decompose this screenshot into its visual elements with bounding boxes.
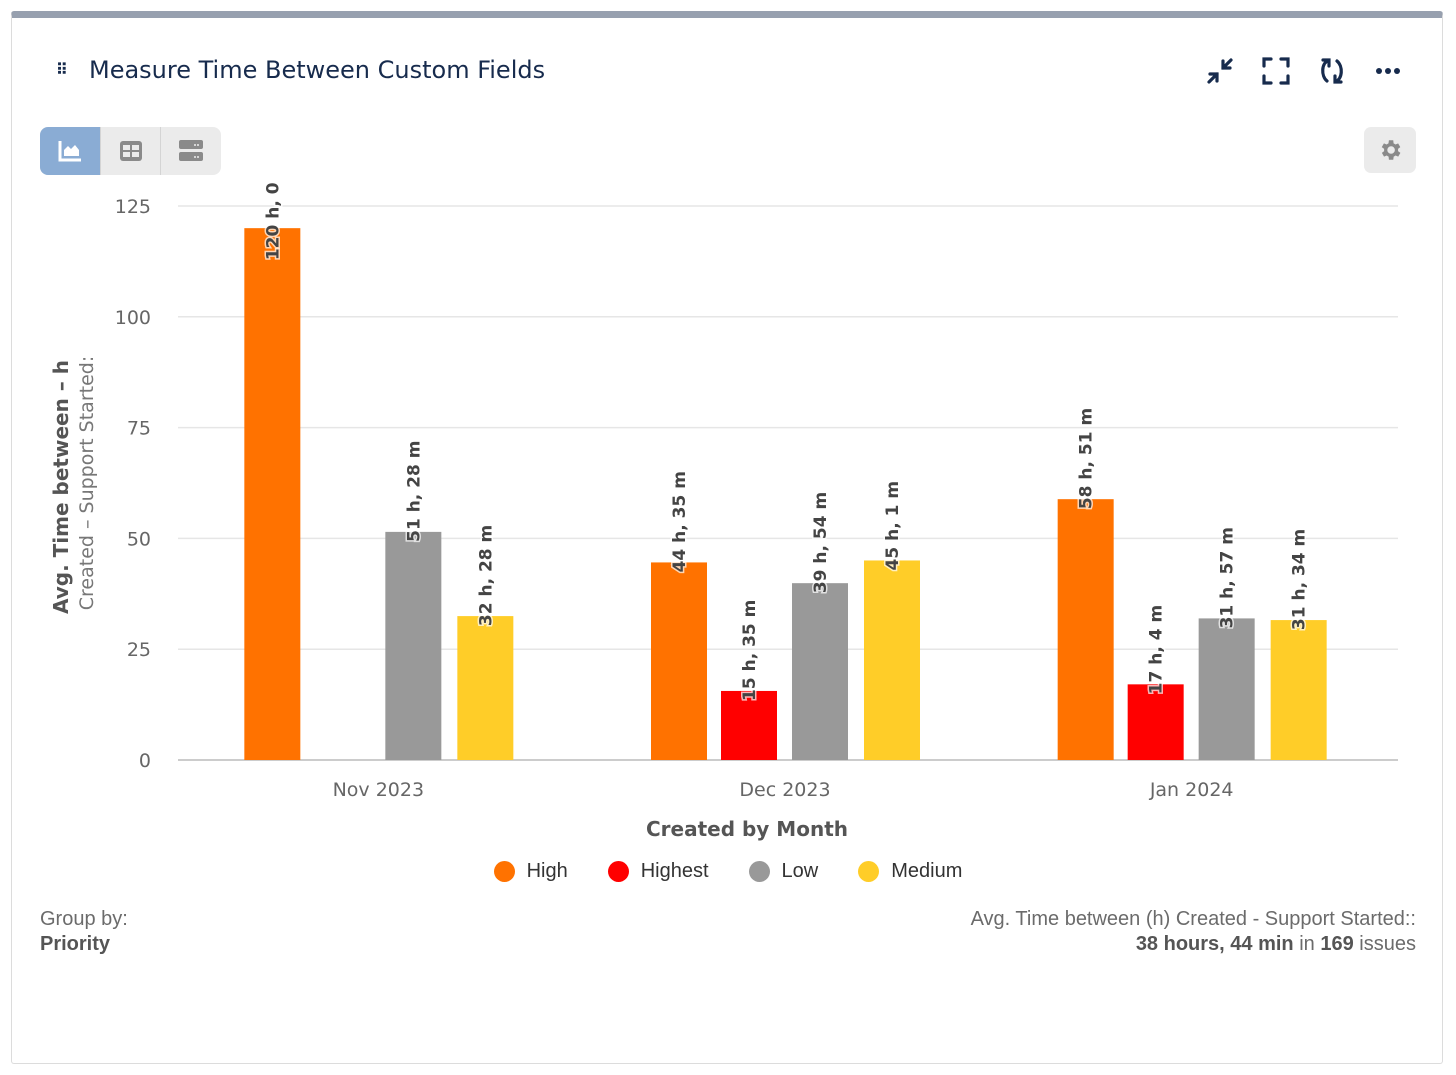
- data-label: 51 h, 28 m: [404, 441, 424, 542]
- y-tick-label: 25: [127, 639, 151, 661]
- more-icon[interactable]: [1372, 55, 1404, 87]
- legend-label: Medium: [891, 860, 963, 882]
- bar-low: [385, 531, 442, 760]
- table-view-button[interactable]: [101, 127, 162, 175]
- x-tick-label: Nov 2023: [333, 779, 424, 801]
- refresh-icon[interactable]: [1316, 55, 1348, 87]
- bar-highest: [721, 690, 777, 760]
- x-axis-title: Created by Month: [646, 817, 848, 841]
- gear-icon: [1381, 140, 1401, 160]
- y-tick-label: 75: [127, 418, 151, 440]
- list-icon: [179, 140, 204, 161]
- data-label: 58 h, 51 m: [1077, 408, 1097, 509]
- legend-label: Low: [781, 860, 819, 882]
- data-label: 44 h, 35 m: [670, 471, 690, 572]
- settings-button[interactable]: [1364, 127, 1416, 173]
- drag-handle-icon[interactable]: ⠿: [56, 62, 68, 79]
- summary-count: 169: [1320, 933, 1354, 955]
- bar-high: [1057, 499, 1114, 760]
- summary-unit: issues: [1359, 933, 1416, 955]
- y-tick-label: 0: [139, 750, 151, 772]
- chart-icon: [58, 141, 81, 162]
- legend-label: High: [526, 860, 568, 882]
- bar-medium: [864, 560, 920, 760]
- bar-medium: [1270, 620, 1327, 760]
- summary-value: 38 hours, 44 min: [1135, 933, 1294, 955]
- legend-dot-icon: [607, 861, 629, 882]
- bar-high: [244, 228, 301, 760]
- legend-item-high[interactable]: High: [493, 860, 568, 883]
- data-label: 15 h, 35 m: [740, 600, 760, 701]
- legend-label: Highest: [640, 860, 709, 882]
- view-switcher: [40, 127, 221, 175]
- gadget-title: Measure Time Between Custom Fields: [89, 56, 546, 84]
- data-label: 32 h, 28 m: [476, 525, 496, 626]
- table-icon: [119, 141, 142, 161]
- data-label: 31 h, 57 m: [1218, 527, 1238, 628]
- summary-in: in: [1299, 933, 1315, 955]
- legend-dot-icon: [748, 861, 770, 882]
- bar-highest: [1127, 684, 1184, 760]
- y-tick-label: 125: [115, 196, 151, 218]
- fullscreen-icon[interactable]: [1260, 55, 1292, 87]
- list-view-button[interactable]: [161, 127, 221, 175]
- x-tick-label: Dec 2023: [739, 779, 830, 801]
- summary-label: Avg. Time between (h) Created - Support …: [970, 908, 1416, 930]
- group-by: Group by: Priority: [40, 907, 128, 957]
- legend: High Highest Low Medium: [0, 860, 1456, 883]
- data-label: 31 h, 34 m: [1290, 529, 1310, 630]
- legend-dot-icon: [493, 861, 515, 882]
- data-label: 39 h, 54 m: [811, 492, 831, 593]
- y-axis-subtitle: Created – Support Started:: [76, 356, 98, 611]
- minimize-icon[interactable]: [1204, 55, 1236, 87]
- legend-dot-icon: [858, 861, 880, 882]
- x-tick-label: Jan 2024: [1149, 779, 1234, 801]
- legend-item-low[interactable]: Low: [748, 860, 819, 883]
- legend-item-medium[interactable]: Medium: [858, 860, 962, 883]
- bar-high: [651, 562, 707, 760]
- group-by-label: Group by:: [40, 908, 128, 930]
- bar-low: [792, 583, 848, 760]
- y-tick-label: 50: [127, 528, 151, 550]
- data-label: 45 h, 1 m: [883, 481, 903, 571]
- summary: Avg. Time between (h) Created - Support …: [971, 907, 1416, 957]
- data-label: 17 h, 4 m: [1147, 605, 1167, 695]
- y-axis-title: Avg. Time between – h: [49, 360, 73, 614]
- bar-chart: 0 25 50 75 100 125 Nov 2023 Dec 2023 Jan 2024 12…: [49, 181, 1398, 841]
- chart-view-button[interactable]: [40, 127, 101, 175]
- legend-item-highest[interactable]: Highest: [607, 860, 709, 883]
- y-tick-label: 100: [115, 307, 151, 329]
- bar-medium: [457, 616, 514, 760]
- group-by-value: Priority: [40, 933, 111, 955]
- data-label: 120 h, 0: [263, 182, 283, 260]
- bar-low: [1198, 618, 1255, 760]
